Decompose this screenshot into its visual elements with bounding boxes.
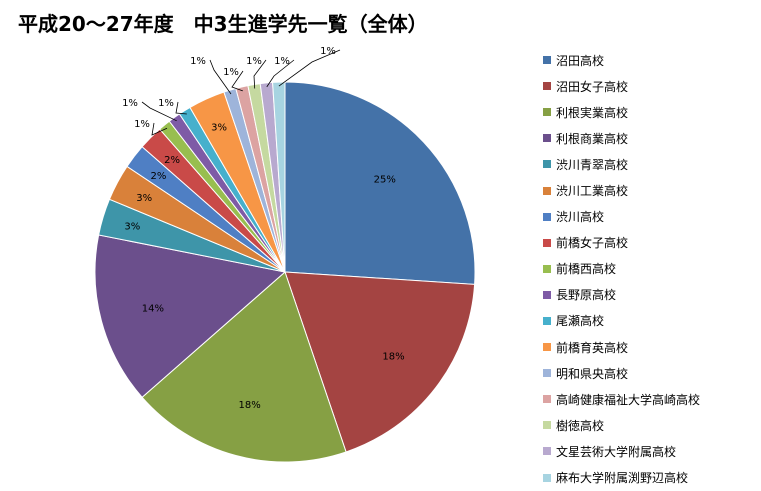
legend-item: 前橋西高校 [543, 256, 700, 282]
slice-label: 25% [374, 175, 396, 186]
slice-label: 2% [150, 171, 166, 182]
leader-line [209, 59, 232, 95]
slice-label: 14% [142, 303, 164, 314]
legend-swatch [543, 316, 551, 325]
leader-line [151, 122, 168, 136]
legend-label: 長野原高校 [556, 288, 617, 303]
legend-swatch [543, 421, 551, 430]
legend-label: 高崎健康福祉大学高崎高校 [556, 392, 701, 407]
legend-swatch [543, 56, 551, 65]
legend-item: 渋川工業高校 [543, 177, 700, 203]
legend-item: 渋川高校 [543, 204, 700, 230]
legend-swatch [543, 343, 551, 352]
slice-label: 1% [134, 119, 150, 130]
legend-label: 樹徳高校 [556, 418, 605, 433]
slice-label: 18% [238, 400, 260, 411]
legend-label: 沼田女子高校 [556, 79, 629, 94]
legend-label: 前橋育英高校 [556, 340, 629, 355]
legend-item: 明和県央高校 [543, 360, 700, 386]
legend-label: 麻布大学附属渕野辺高校 [556, 471, 689, 486]
slice-label: 3% [211, 123, 227, 134]
slice-label: 1% [246, 56, 262, 67]
legend-item: 利根実業高校 [543, 99, 700, 125]
legend-swatch [543, 108, 551, 117]
legend-label: 沼田高校 [556, 53, 605, 68]
pie-slice [284, 81, 476, 285]
leader-line [231, 70, 244, 92]
legend: 沼田高校沼田女子高校 利根実業高校 利根商業高校 渋川青翠高校 渋川工業高校 渋川高校前橋… [543, 47, 700, 491]
legend-swatch [543, 186, 551, 195]
leader-line [253, 59, 267, 89]
slice-label: 1% [274, 56, 290, 67]
legend-item: 前橋育英高校 [543, 334, 700, 360]
slice-label: 1% [190, 56, 206, 67]
legend-label: 前橋女子高校 [556, 236, 629, 251]
pie-slice [141, 271, 347, 463]
legend-item: 高崎健康福祉大学高崎高校 [543, 386, 700, 412]
slice-label: 2% [164, 155, 180, 166]
legend-item: 長野原高校 [543, 282, 700, 308]
legend-swatch [543, 160, 551, 169]
legend-swatch [543, 134, 551, 143]
legend-item: 前橋女子高校 [543, 230, 700, 256]
legend-swatch [543, 82, 551, 91]
leader-line [141, 101, 177, 122]
leader-line [266, 59, 295, 88]
slice-label: 18% [382, 351, 404, 362]
legend-item: 渋川青翠高校 [543, 151, 700, 177]
legend-label: 利根商業高校 [556, 131, 629, 146]
legend-swatch [543, 264, 551, 273]
legend-swatch [543, 238, 551, 247]
legend-swatch [543, 290, 551, 299]
legend-label: 渋川青翠高校 [556, 157, 629, 172]
legend-swatch [543, 447, 551, 456]
legend-item: 文星芸術大学附属高校 [543, 438, 700, 464]
legend-item: 尾瀬高校 [543, 308, 700, 334]
legend-label: 前橋西高校 [556, 262, 617, 277]
slice-label: 1% [158, 98, 174, 109]
legend-label: 文星芸術大学附属高校 [556, 444, 677, 459]
legend-label: 明和県央高校 [556, 366, 629, 381]
legend-item: 利根商業高校 [543, 125, 700, 151]
legend-swatch [543, 369, 551, 378]
slice-label: 1% [320, 46, 336, 57]
legend-item: 樹徳高校 [543, 412, 700, 438]
slice-label: 1% [223, 67, 239, 78]
legend-label: 渋川工業高校 [556, 184, 629, 199]
leader-line [175, 101, 187, 115]
legend-label: 渋川高校 [556, 210, 605, 225]
pie-slice [94, 234, 287, 398]
legend-label: 利根実業高校 [556, 105, 629, 120]
leader-line [278, 49, 341, 87]
legend-swatch [543, 395, 551, 404]
slice-label: 1% [122, 98, 138, 109]
legend-item: 沼田女子高校 [543, 73, 700, 99]
pie-slice [284, 271, 476, 453]
slice-label: 3% [124, 222, 140, 233]
legend-item: 沼田高校 [543, 47, 700, 73]
legend-swatch [543, 212, 551, 221]
legend-swatch [543, 473, 551, 482]
slice-label: 3% [136, 193, 152, 204]
legend-label: 尾瀬高校 [556, 314, 605, 329]
chart-title: 平成20～27年度 中3生進学先一覧（全体） [18, 12, 428, 36]
legend-item: 麻布大学附属渕野辺高校 [543, 465, 700, 491]
